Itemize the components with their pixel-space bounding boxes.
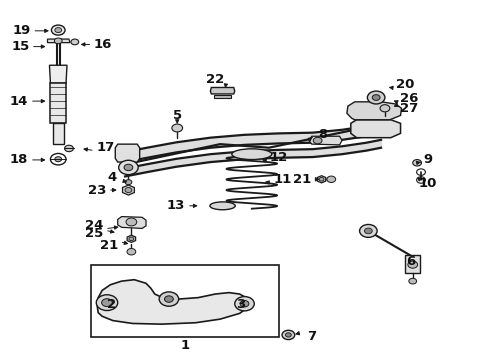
Circle shape bbox=[54, 38, 62, 44]
Polygon shape bbox=[118, 217, 146, 228]
Polygon shape bbox=[47, 39, 70, 42]
Text: 11: 11 bbox=[273, 173, 291, 186]
Text: 9: 9 bbox=[423, 153, 431, 166]
Circle shape bbox=[218, 203, 226, 209]
Circle shape bbox=[51, 25, 65, 35]
Text: 6: 6 bbox=[405, 255, 414, 267]
Circle shape bbox=[282, 330, 294, 339]
Ellipse shape bbox=[209, 202, 235, 210]
Text: 16: 16 bbox=[94, 38, 112, 51]
Polygon shape bbox=[350, 120, 400, 138]
Circle shape bbox=[124, 164, 133, 171]
Polygon shape bbox=[346, 102, 401, 120]
Circle shape bbox=[371, 95, 379, 100]
Circle shape bbox=[234, 297, 254, 311]
Polygon shape bbox=[214, 95, 230, 98]
Circle shape bbox=[164, 296, 173, 302]
Text: 7: 7 bbox=[306, 330, 316, 343]
Circle shape bbox=[171, 124, 182, 132]
Circle shape bbox=[159, 292, 178, 306]
Bar bbox=[91, 265, 278, 337]
Polygon shape bbox=[122, 185, 134, 195]
Text: 27: 27 bbox=[399, 102, 418, 115]
Text: 14: 14 bbox=[10, 95, 28, 108]
Circle shape bbox=[412, 159, 421, 166]
Text: 2: 2 bbox=[107, 298, 116, 311]
Text: 12: 12 bbox=[269, 150, 287, 163]
Polygon shape bbox=[115, 144, 140, 162]
Text: 25: 25 bbox=[85, 227, 103, 240]
Text: 4: 4 bbox=[107, 171, 116, 184]
Polygon shape bbox=[53, 123, 63, 144]
Circle shape bbox=[102, 299, 112, 307]
Text: 26: 26 bbox=[399, 93, 418, 105]
Text: 21: 21 bbox=[292, 173, 310, 186]
Circle shape bbox=[125, 188, 132, 193]
Circle shape bbox=[285, 333, 291, 337]
Polygon shape bbox=[317, 176, 325, 183]
Polygon shape bbox=[49, 65, 67, 83]
Text: 19: 19 bbox=[13, 24, 31, 37]
Circle shape bbox=[379, 105, 389, 112]
Text: 22: 22 bbox=[206, 73, 224, 86]
Circle shape bbox=[55, 28, 61, 33]
Text: 20: 20 bbox=[395, 78, 414, 91]
Circle shape bbox=[407, 261, 417, 268]
Circle shape bbox=[119, 160, 138, 175]
Circle shape bbox=[319, 177, 324, 181]
Polygon shape bbox=[127, 235, 135, 242]
Text: 17: 17 bbox=[96, 140, 114, 153]
Text: 18: 18 bbox=[10, 153, 28, 166]
Circle shape bbox=[126, 218, 137, 226]
Circle shape bbox=[359, 225, 376, 237]
Text: 15: 15 bbox=[11, 40, 29, 53]
Text: 24: 24 bbox=[85, 219, 103, 232]
Text: 8: 8 bbox=[317, 127, 326, 141]
Polygon shape bbox=[50, 83, 66, 123]
Text: 5: 5 bbox=[172, 109, 182, 122]
Circle shape bbox=[245, 150, 257, 158]
Polygon shape bbox=[405, 255, 419, 273]
Text: 1: 1 bbox=[180, 339, 189, 352]
Circle shape bbox=[125, 180, 132, 185]
Text: 3: 3 bbox=[236, 298, 244, 311]
Circle shape bbox=[127, 248, 136, 255]
Text: 13: 13 bbox=[167, 199, 185, 212]
Circle shape bbox=[64, 145, 73, 152]
Circle shape bbox=[96, 295, 118, 311]
Circle shape bbox=[129, 237, 134, 240]
Circle shape bbox=[240, 301, 248, 307]
Polygon shape bbox=[210, 87, 234, 94]
Polygon shape bbox=[97, 280, 249, 324]
Polygon shape bbox=[308, 136, 341, 145]
Text: 23: 23 bbox=[88, 184, 106, 197]
Circle shape bbox=[55, 157, 61, 162]
Text: 10: 10 bbox=[418, 177, 436, 190]
Circle shape bbox=[366, 91, 384, 104]
Circle shape bbox=[71, 39, 79, 45]
Circle shape bbox=[408, 278, 416, 284]
Circle shape bbox=[313, 137, 322, 144]
Ellipse shape bbox=[231, 149, 271, 159]
Circle shape bbox=[364, 228, 371, 234]
Text: 21: 21 bbox=[100, 239, 118, 252]
Circle shape bbox=[326, 176, 335, 183]
